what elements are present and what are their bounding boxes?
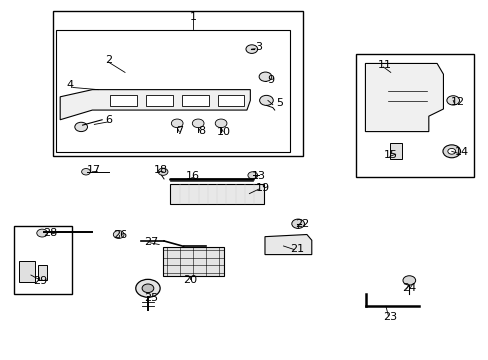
Text: 12: 12 (450, 97, 464, 107)
Text: 14: 14 (453, 147, 468, 157)
Bar (110, 95, 137, 106)
Polygon shape (264, 234, 311, 255)
Circle shape (142, 284, 154, 293)
Text: 13: 13 (252, 171, 265, 181)
Circle shape (245, 45, 257, 53)
Text: 6: 6 (105, 115, 112, 125)
Circle shape (447, 148, 455, 154)
Circle shape (192, 119, 203, 128)
Bar (56, 30, 289, 152)
Circle shape (81, 168, 90, 175)
Text: 3: 3 (255, 42, 262, 52)
Text: 5: 5 (276, 98, 283, 108)
Bar (170, 184, 264, 204)
Text: 28: 28 (43, 228, 58, 238)
Text: 11: 11 (377, 60, 391, 70)
Text: 9: 9 (266, 75, 273, 85)
Bar (146, 95, 172, 106)
Text: 16: 16 (186, 171, 200, 181)
Bar (389, 143, 401, 159)
Text: 15: 15 (383, 150, 397, 160)
Circle shape (247, 172, 257, 179)
Bar (53, 12, 303, 156)
Circle shape (75, 122, 87, 132)
Bar (19, 261, 35, 282)
Circle shape (291, 219, 304, 228)
Text: 21: 21 (289, 244, 304, 254)
Text: 8: 8 (198, 126, 205, 135)
Circle shape (171, 119, 183, 128)
Text: 7: 7 (176, 126, 183, 135)
Text: 25: 25 (143, 293, 158, 303)
Text: 17: 17 (87, 165, 101, 175)
Circle shape (259, 72, 271, 81)
Text: 29: 29 (34, 276, 48, 286)
Text: 10: 10 (217, 127, 230, 136)
Circle shape (442, 145, 460, 158)
Text: 20: 20 (183, 275, 197, 285)
Text: 22: 22 (294, 219, 308, 229)
Polygon shape (365, 63, 443, 132)
Bar (38, 265, 46, 280)
Bar (14, 226, 72, 294)
Text: 27: 27 (143, 237, 158, 247)
Text: 18: 18 (153, 165, 167, 175)
Circle shape (402, 276, 415, 285)
Circle shape (136, 279, 160, 297)
Text: 1: 1 (189, 12, 196, 22)
Circle shape (215, 119, 226, 128)
Circle shape (446, 96, 459, 105)
Bar (162, 247, 223, 276)
Text: 23: 23 (382, 312, 396, 322)
Circle shape (158, 168, 167, 175)
Bar (182, 95, 208, 106)
Bar (217, 95, 244, 106)
Polygon shape (60, 90, 250, 120)
Circle shape (259, 95, 273, 105)
Text: 4: 4 (66, 80, 73, 90)
Circle shape (113, 230, 124, 238)
Text: 19: 19 (255, 183, 269, 193)
Text: 26: 26 (113, 230, 127, 239)
Circle shape (37, 229, 47, 237)
Bar (355, 54, 473, 177)
Text: 2: 2 (105, 55, 112, 65)
Text: 24: 24 (401, 283, 416, 293)
